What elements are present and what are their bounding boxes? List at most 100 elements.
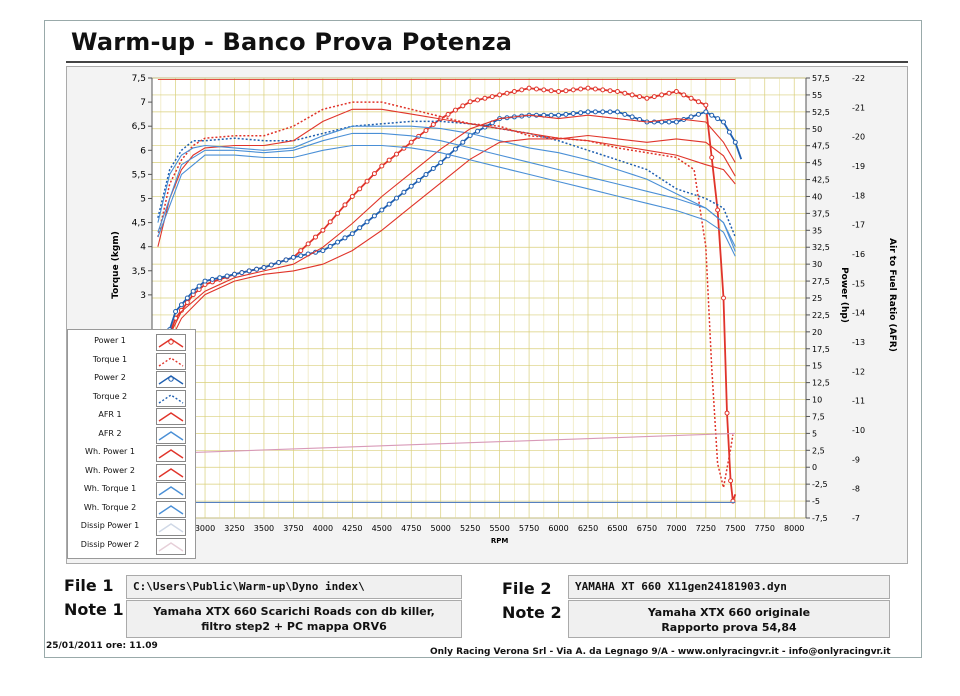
grid-layer	[151, 77, 807, 519]
series-point	[614, 89, 620, 95]
afr-tick-label: -14	[852, 309, 865, 318]
legend-label: Power 1	[94, 336, 126, 345]
torque-axis-label: Torque (kgm)	[111, 231, 121, 299]
series-point	[489, 94, 495, 100]
file2-field: YAMAHA XT 660 X11gen24181903.dyn	[568, 575, 890, 599]
power-tick-label: 37,5	[812, 209, 830, 218]
note2-line1: Yamaha XTX 660 originale	[647, 606, 811, 619]
power-tick-label: 20	[812, 328, 822, 337]
power-tick-label: 50	[812, 125, 822, 134]
x-tick-label: 7000	[666, 524, 686, 533]
power-tick-label: 55	[812, 91, 822, 100]
series-point	[460, 103, 466, 109]
series-point	[548, 112, 554, 118]
series-point	[673, 89, 679, 95]
note2-label: Note 2	[502, 603, 562, 622]
file1-label: File 1	[64, 576, 114, 595]
series-point	[224, 273, 230, 279]
series-point	[563, 88, 569, 94]
note1-line2: filtro step2 + PC mappa ORV6	[201, 620, 387, 633]
series-point	[305, 241, 311, 247]
file2-name: YAMAHA XT 660 X11gen24181903.dyn	[575, 580, 787, 593]
series-point	[254, 266, 260, 272]
afr-tick-label: -18	[852, 191, 865, 200]
x-tick-label: 7500	[725, 524, 745, 533]
x-tick-label: 5750	[519, 524, 539, 533]
x-tick-label: 6250	[578, 524, 598, 533]
x-tick-label: 7250	[696, 524, 716, 533]
power-tick-label: 5	[812, 429, 817, 438]
series-line	[157, 132, 736, 247]
series-point	[408, 139, 414, 145]
series-point	[548, 88, 554, 94]
series-point	[709, 112, 715, 118]
legend-label: Wh. Power 1	[85, 447, 135, 456]
series-point	[721, 119, 727, 125]
series-point	[438, 160, 444, 166]
power-tick-label: 45	[812, 159, 822, 168]
afr-tick-label: -13	[852, 338, 865, 347]
legend-label: Power 2	[94, 373, 126, 382]
torque-tick-label: 4,5	[132, 219, 146, 229]
series-point	[298, 253, 304, 259]
series-point	[320, 248, 326, 254]
series-point	[666, 119, 672, 125]
series-point	[703, 109, 709, 115]
series-point	[364, 178, 370, 184]
series-point	[196, 283, 202, 289]
series-point	[246, 268, 252, 274]
file2-label: File 2	[502, 579, 552, 598]
legend-label: Wh. Power 2	[85, 465, 135, 475]
series-point	[622, 90, 628, 96]
series-point	[622, 111, 628, 117]
afr-tick-label: -15	[852, 279, 865, 288]
series-point	[629, 114, 635, 120]
chart-legend: Power 1 Torque 1 Power 2 Torque 2 AFR 1 AFR 2…	[67, 329, 196, 559]
x-tick-label: 4250	[342, 524, 362, 533]
series-point	[290, 254, 296, 260]
legend-item: Wh. Torque 1	[68, 481, 195, 499]
legend-swatch	[156, 389, 186, 407]
afr-tick-label: -22	[852, 74, 865, 83]
series-point	[190, 288, 196, 294]
power-tick-label: -7,5	[812, 514, 828, 523]
series-point	[709, 155, 715, 161]
series-point	[475, 97, 481, 103]
legend-item: Torque 1	[68, 352, 195, 370]
power-tick-label: 25	[812, 294, 822, 303]
afr-tick-label: -9	[852, 455, 860, 464]
series-point	[209, 276, 215, 282]
series-point	[614, 109, 620, 115]
legend-item: Dissip Power 2	[68, 537, 195, 555]
power-tick-label: 57,5	[812, 74, 830, 83]
legend-swatch	[156, 482, 186, 499]
series-point	[335, 210, 341, 216]
series-point	[408, 183, 414, 189]
series-point	[629, 92, 635, 98]
series-point	[342, 235, 348, 241]
series-point	[386, 201, 392, 207]
legend-swatch	[156, 463, 186, 481]
series-point	[173, 309, 179, 315]
series-point	[724, 410, 730, 416]
series-line	[157, 134, 736, 366]
legend-item: Wh. Torque 2	[68, 500, 195, 518]
file1-path-field: C:\Users\Public\Warm-up\Dyno index\	[126, 575, 462, 599]
series-point	[394, 195, 400, 201]
series-line	[157, 144, 736, 257]
legend-label: AFR 1	[98, 410, 122, 419]
series-point	[423, 171, 429, 177]
series-point	[313, 234, 318, 240]
x-tick-label: 7750	[755, 524, 775, 533]
afr-tick-label: -12	[852, 367, 865, 376]
series-point	[681, 92, 687, 98]
legend-swatch	[156, 519, 186, 536]
legend-swatch	[156, 352, 186, 370]
page-title: Warm-up - Banco Prova Potenza	[71, 28, 513, 56]
footer-company: Only Racing Verona Srl - Via A. da Legna…	[430, 647, 891, 657]
x-tick-label: 4750	[401, 524, 421, 533]
series-point	[371, 171, 377, 177]
series-point	[519, 87, 525, 93]
footer-datetime: 25/01/2011 ore: 11.09	[46, 641, 158, 651]
